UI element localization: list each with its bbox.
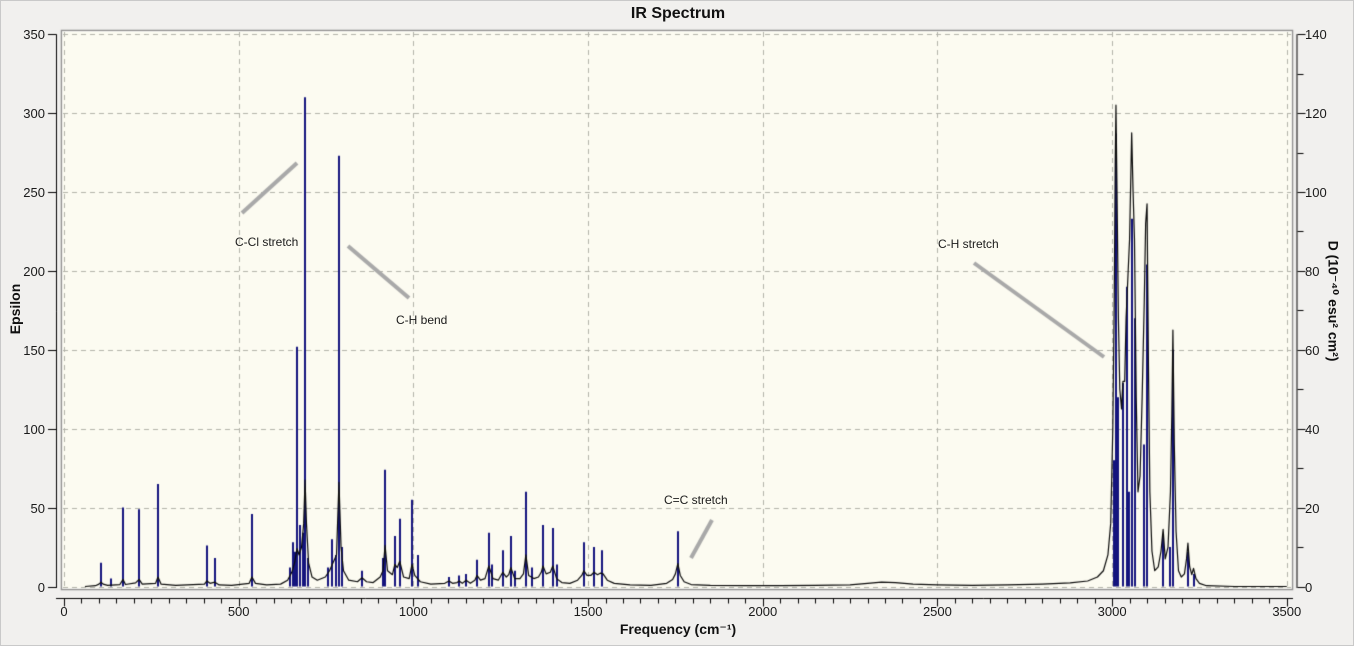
x-tick-label: 1000 <box>398 604 428 619</box>
y-right-tick-label: 120 <box>1305 106 1327 122</box>
y-axis-left-title: Epsilon <box>7 283 23 335</box>
annotation-label-c-h-stretch: C-H stretch <box>938 237 999 251</box>
x-tick-label: 500 <box>227 604 250 619</box>
y-left-tick-label: 150 <box>23 342 45 358</box>
x-tick-label: 2500 <box>922 604 952 619</box>
y-right-tick-label: 20 <box>1305 500 1320 516</box>
x-axis-title: Frequency (cm⁻¹) <box>619 621 737 637</box>
y-left-tick-label: 100 <box>23 421 45 437</box>
y-right-tick-label: 100 <box>1305 185 1327 200</box>
y-right-tick-label: 40 <box>1305 421 1320 437</box>
y-right-tick-label: 80 <box>1305 263 1320 279</box>
chart-title: IR Spectrum <box>630 5 726 22</box>
y-right-tick-label: 0 <box>1305 579 1313 595</box>
x-tick-label: 3500 <box>1272 604 1302 619</box>
y-left-tick-label: 350 <box>23 27 45 43</box>
y-left-tick-label: 0 <box>37 579 45 595</box>
x-tick-label: 0 <box>60 604 68 619</box>
y-left-tick-label: 50 <box>30 500 45 516</box>
y-right-tick-label: 60 <box>1305 342 1320 358</box>
annotation-label-c-c-stretch: C=C stretch <box>664 493 728 507</box>
annotation-label-c-h-bend: C-H bend <box>396 313 448 327</box>
y-right-tick-label: 140 <box>1305 27 1327 43</box>
y-left-tick-label: 300 <box>23 106 45 122</box>
y-left-tick-label: 250 <box>23 185 45 200</box>
x-tick-label: 2000 <box>748 604 778 619</box>
x-tick-label: 3000 <box>1097 604 1127 619</box>
y-left-tick-label: 200 <box>23 263 45 279</box>
x-tick-label: 1500 <box>573 604 603 619</box>
annotation-label-c-cl-stretch: C-Cl stretch <box>235 235 299 249</box>
